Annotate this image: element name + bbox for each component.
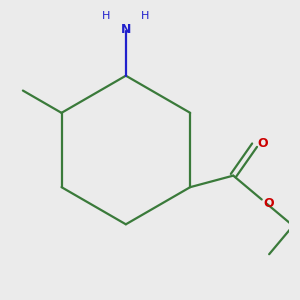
Text: H: H	[141, 11, 149, 20]
Text: H: H	[102, 11, 111, 20]
Text: N: N	[121, 23, 131, 36]
Text: O: O	[257, 137, 268, 150]
Text: O: O	[263, 197, 274, 210]
